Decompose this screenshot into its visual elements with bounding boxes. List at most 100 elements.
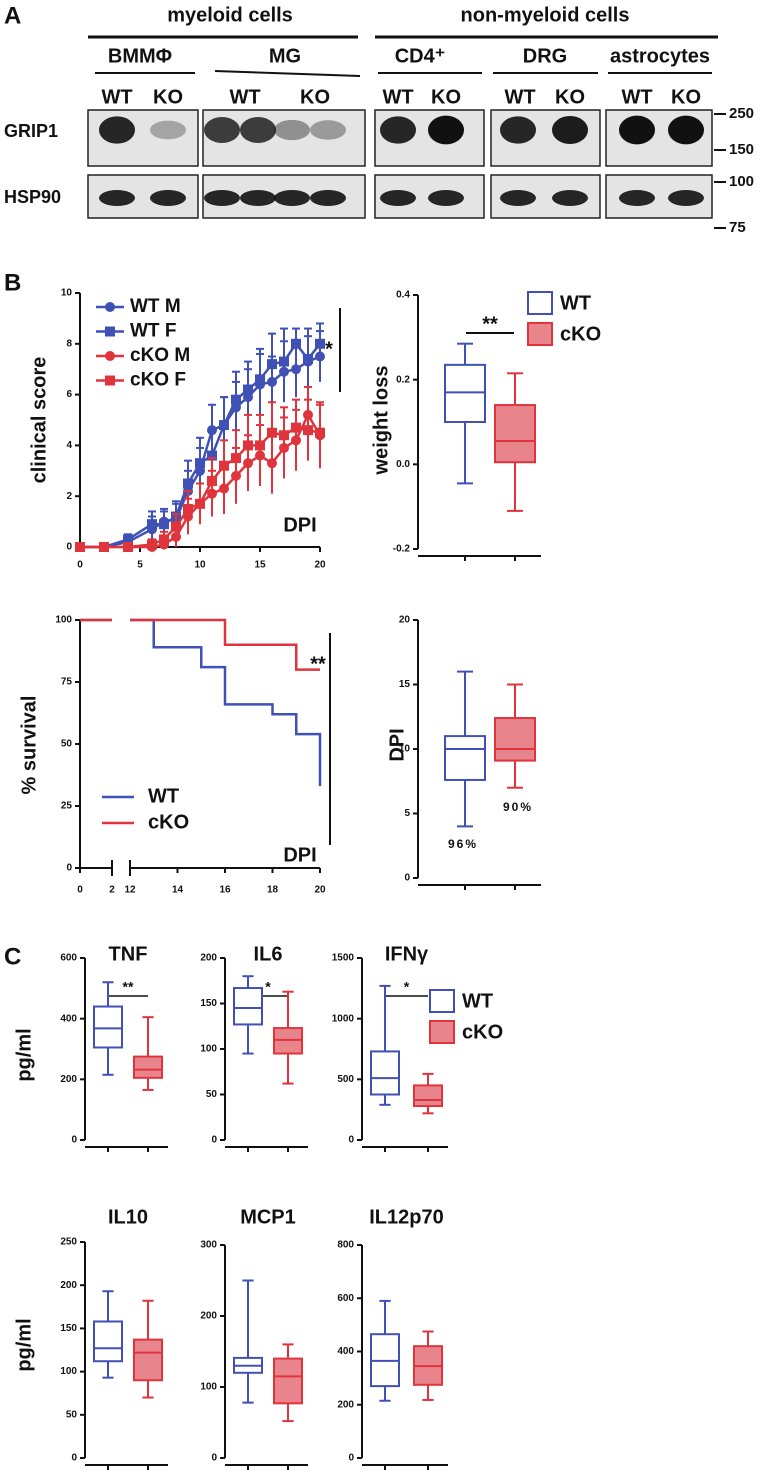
marker: [183, 478, 193, 489]
box: [494, 404, 536, 464]
y-tick-label: 50: [66, 1409, 78, 1420]
lane-label: WT: [621, 86, 652, 108]
band: [150, 190, 186, 206]
y-tick-label: 100: [60, 1366, 77, 1377]
marker: [267, 427, 277, 438]
y-tick-label: 100: [55, 615, 72, 626]
marker-label: 100: [729, 173, 754, 190]
box: [370, 1050, 400, 1096]
marker: [279, 430, 289, 441]
marker: [243, 440, 253, 451]
band: [310, 190, 346, 206]
legend-swatch: [429, 1020, 455, 1044]
y-tick-label: 20: [399, 615, 411, 626]
legend-swatch: [527, 322, 553, 346]
y-tick-label: 75: [61, 677, 73, 688]
marker: [75, 542, 85, 552]
blot-group: CD4⁺: [395, 45, 446, 67]
y-tick-label: 600: [337, 1293, 354, 1304]
lane-label: KO: [153, 86, 183, 108]
y-tick-label: 0.0: [396, 459, 410, 470]
lane-label: WT: [229, 86, 260, 108]
y-tick-label: 8: [66, 338, 72, 349]
marker: [303, 425, 313, 436]
marker: [219, 460, 229, 471]
legend-marker: [105, 326, 115, 337]
y-tick-label: 0: [66, 863, 72, 874]
marker: [315, 338, 325, 349]
marker: [291, 364, 301, 375]
x-tick-label: 12: [124, 885, 136, 896]
y-tick-label: 0: [211, 1453, 217, 1464]
y-tick-label: 400: [60, 1013, 77, 1024]
y-tick-label: 200: [60, 1280, 77, 1291]
band: [428, 115, 464, 145]
y-tick-label: 10: [399, 744, 411, 755]
blot-row-label: GRIP1: [4, 121, 58, 141]
band: [668, 115, 704, 145]
x-axis-label: DPI: [283, 844, 316, 866]
y-tick-label: 200: [337, 1399, 354, 1410]
y-tick-label: 800: [337, 1240, 354, 1251]
marker: [207, 475, 217, 486]
significance: **: [482, 313, 498, 335]
y-axis-label: pg/ml: [13, 1318, 35, 1371]
y-tick-label: 0: [404, 873, 410, 884]
lane-label: WT: [504, 86, 535, 108]
box: [444, 363, 486, 424]
x-tick-label: 5: [137, 560, 143, 571]
legend-swatch: [527, 291, 553, 315]
marker: [291, 338, 301, 349]
y-tick-label: 4: [66, 440, 72, 451]
marker: [243, 384, 253, 395]
lane-label: KO: [671, 86, 701, 108]
blot-group: DRG: [523, 45, 567, 67]
x-tick-label: 0: [77, 885, 83, 896]
band: [552, 190, 588, 206]
y-axis-label: weight loss: [370, 366, 392, 476]
y-tick-label: 250: [60, 1237, 77, 1248]
blot-group: BMMΦ: [108, 45, 172, 67]
band: [99, 190, 135, 206]
y-tick-label: 5: [404, 808, 410, 819]
y-tick-label: -0.2: [393, 544, 411, 555]
band: [668, 190, 704, 206]
group-rule: [214, 70, 361, 77]
marker-label: 250: [729, 105, 754, 122]
y-tick-label: 2: [66, 491, 72, 502]
legend-marker: [105, 302, 115, 312]
y-tick-label: 200: [200, 953, 217, 964]
x-tick-label: 18: [267, 885, 279, 896]
legend-label: WT M: [130, 296, 181, 317]
legend-label: WT: [462, 990, 493, 1012]
box: [494, 717, 536, 762]
band: [380, 116, 416, 144]
panel-label: B: [4, 269, 21, 296]
marker: [183, 503, 193, 514]
legend-label: cKO: [148, 811, 189, 833]
x-tick-label: 14: [172, 885, 184, 896]
legend-label: cKO F: [130, 370, 186, 391]
significance: **: [310, 653, 326, 675]
y-tick-label: 25: [61, 801, 73, 812]
y-tick-label: 100: [200, 1382, 217, 1393]
y-tick-label: 15: [399, 679, 411, 690]
marker: [255, 440, 265, 451]
band: [150, 120, 186, 140]
y-axis-label: pg/ml: [13, 1028, 35, 1081]
significance: *: [325, 338, 333, 360]
box: [93, 1320, 123, 1363]
chart-title: IFNγ: [385, 943, 429, 965]
blot-row-label: HSP90: [4, 187, 61, 207]
y-tick-label: 0.2: [396, 374, 410, 385]
panel-label: A: [4, 2, 21, 29]
legend-marker: [105, 351, 115, 361]
y-tick-label: 1500: [332, 953, 355, 964]
marker: [219, 420, 229, 431]
lane-label: WT: [101, 86, 132, 108]
x-tick-label: 20: [314, 885, 326, 896]
chart-title: MCP1: [240, 1206, 296, 1228]
y-axis-label: % survival: [18, 696, 40, 795]
x-tick-label: 15: [254, 560, 266, 571]
